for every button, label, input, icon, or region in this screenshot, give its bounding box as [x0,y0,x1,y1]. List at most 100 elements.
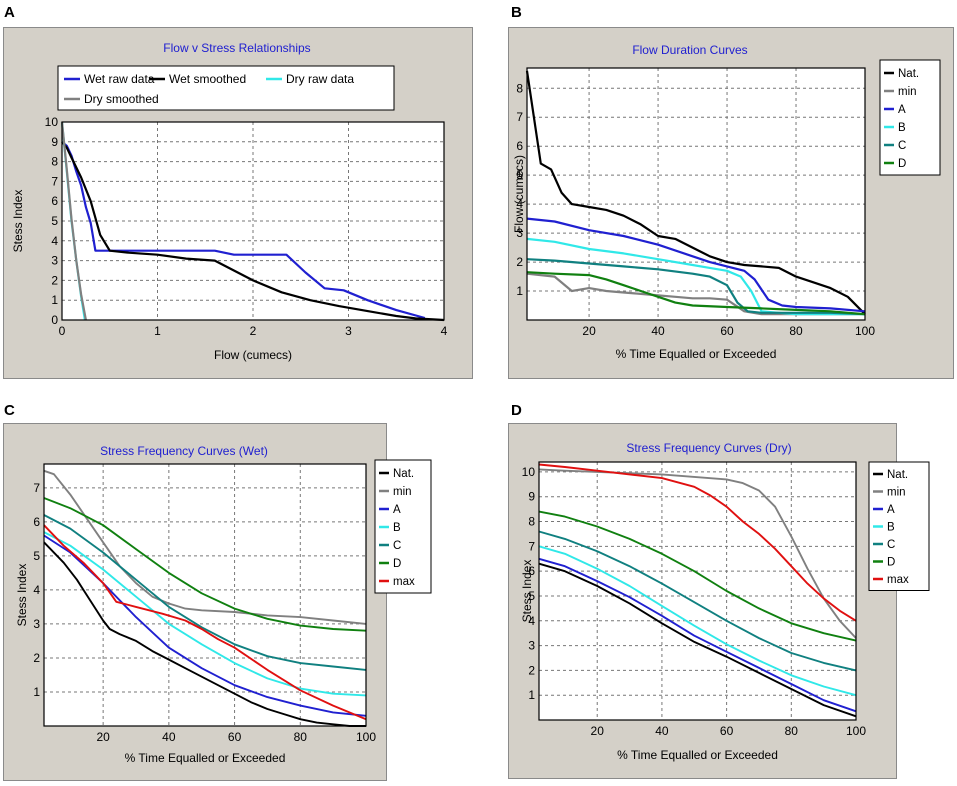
legend-box [879,59,941,176]
series-line-nat [538,562,857,718]
x-tick-label: 20 [96,730,110,744]
panel-letter-b: B [511,4,522,21]
y-tick-label: 7 [51,174,58,188]
panel-letter-a: A [4,4,15,21]
series-line-nat [43,541,366,727]
legend-label: Dry smoothed [84,92,159,106]
legend-label: C [393,540,401,552]
legend-label: A [898,104,906,116]
series-line-c [43,514,367,671]
plot-border [538,461,857,721]
x-tick-label: 0 [59,324,66,338]
y-tick-label: 5 [33,549,40,563]
series-line-max [43,524,367,721]
y-axis-label: Flow (cumecs) [512,155,526,233]
y-tick-label: 1 [33,685,40,699]
y-tick-label: 3 [51,254,58,268]
y-tick-label: 5 [528,589,535,603]
x-tick-label: 20 [582,324,596,338]
series-line-d [538,510,857,642]
x-axis-label: % Time Equalled or Exceeded [617,748,778,762]
legend-label: max [393,576,415,588]
x-tick-label: 60 [720,724,734,738]
series-line-a [526,217,866,313]
series-line-min [526,272,865,316]
x-axis-label: % Time Equalled or Exceeded [125,751,286,765]
x-tick-label: 80 [785,724,799,738]
y-tick-label: 8 [51,155,58,169]
x-tick-label: 4 [441,324,448,338]
legend-label: B [887,522,895,534]
y-tick-label: 5 [516,168,523,182]
y-axis-label: Stess Index [520,560,534,623]
plot-border [526,67,866,321]
y-tick-label: 6 [51,194,58,208]
legend-label: A [393,504,401,516]
chart-svg-2: 20 40 60 80 100 1 2 3 4 5 6 7 Stress Frequency Curve… [15,444,432,765]
y-tick-label: 3 [33,617,40,631]
legend-label: C [898,140,906,152]
chart-svg-3: 20 40 60 80 100 1 2 3 4 5 6 7 8 9 10 Stress Frequency C… [520,441,930,762]
chart-panel-c: 20 40 60 80 100 1 2 3 4 5 6 7 Stress Frequency Curve… [3,423,432,781]
y-tick-label: 4 [51,234,58,248]
x-tick-label: 100 [356,730,376,744]
x-tick-label: 40 [655,724,669,738]
series-line-wet-raw-data [61,140,426,320]
series-line-c [538,530,857,672]
plot-area [527,68,865,320]
y-tick-label: 1 [51,293,58,307]
series-line-d [526,271,866,316]
legend-label: min [887,487,906,499]
series-line-nat [525,70,866,315]
x-tick-label: 3 [345,324,352,338]
plot-area [539,462,856,720]
series-line-max [538,463,857,622]
x-tick-label: 40 [162,730,176,744]
x-axis-label: % Time Equalled or Exceeded [616,347,777,361]
series-line-a [538,557,857,713]
legend-label: A [887,504,895,516]
y-tick-label: 6 [33,515,40,529]
x-tick-label: 60 [720,324,734,338]
x-tick-label: 20 [591,724,605,738]
series-line-b [43,531,367,697]
plot-border [61,121,445,321]
panel-letter-c: C [4,402,15,419]
legend: Wet raw data Wet smoothed Dry raw data Dry … [57,65,395,111]
series-line-b [538,545,857,697]
chart-panel-b: 20 40 60 80 100 1 2 3 4 5 6 7 8 Flow Duration Curves%… [508,27,954,379]
y-tick-label: 10 [45,115,59,129]
y-tick-label: 9 [528,490,535,504]
y-tick-label: 3 [528,639,535,653]
y-tick-label: 3 [516,226,523,240]
y-tick-label: 1 [528,688,535,702]
y-tick-label: 8 [528,515,535,529]
x-axis-label: Flow (cumecs) [214,348,292,362]
y-tick-label: 4 [516,197,523,211]
y-tick-label: 6 [528,564,535,578]
legend-label: min [393,486,412,498]
chart-svg-0: 0 1 2 3 4 0 1 2 3 4 5 6 7 8 9 10 Flow v Stress Relations… [11,41,448,362]
legend-label: C [887,539,895,551]
legend-label: Nat. [898,68,919,80]
y-tick-label: 4 [528,614,535,628]
y-tick-label: 8 [516,81,523,95]
chart-title: Stress Frequency Curves (Wet) [100,444,268,458]
x-tick-label: 60 [228,730,242,744]
series-line-dry-smoothed [60,121,87,321]
y-tick-label: 1 [516,284,523,298]
x-tick-label: 100 [855,324,875,338]
legend-label: min [898,86,917,98]
y-axis-label: Stess Index [15,564,29,627]
x-tick-label: 100 [846,724,866,738]
legend-label: Dry raw data [286,72,354,86]
y-tick-label: 7 [516,110,523,124]
y-tick-label: 4 [33,583,40,597]
chart-panel-a: 0 1 2 3 4 0 1 2 3 4 5 6 7 8 9 10 Flow v Stress Relations… [3,27,473,379]
y-tick-label: 6 [516,139,523,153]
x-tick-label: 40 [651,324,665,338]
plot-border [43,463,367,727]
legend-label: D [887,557,895,569]
y-tick-label: 2 [516,255,523,269]
